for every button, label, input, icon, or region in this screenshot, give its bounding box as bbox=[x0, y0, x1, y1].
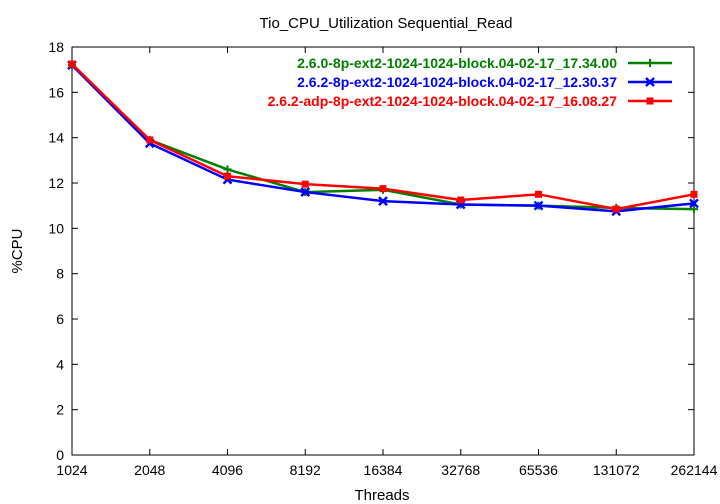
data-point bbox=[223, 165, 232, 174]
x-tick-label: 1024 bbox=[56, 462, 87, 478]
y-tick-label: 6 bbox=[56, 311, 64, 327]
x-axis-label: Threads bbox=[354, 487, 409, 504]
data-point bbox=[646, 59, 654, 67]
y-tick-label: 0 bbox=[56, 447, 64, 463]
data-point bbox=[689, 198, 699, 209]
data-point bbox=[379, 185, 387, 193]
data-point bbox=[645, 77, 655, 87]
data-point bbox=[535, 190, 542, 198]
y-tick-label: 4 bbox=[56, 356, 64, 372]
legend-label: 2.6.0-8p-ext2-1024-1024-block.04-02-17_1… bbox=[297, 55, 617, 71]
data-point bbox=[300, 187, 311, 197]
data-point bbox=[146, 136, 154, 144]
data-point bbox=[301, 180, 309, 188]
legend-label: 2.6.2-8p-ext2-1024-1024-block.04-02-17_1… bbox=[297, 74, 617, 90]
x-tick-label: 2048 bbox=[134, 462, 165, 478]
y-axis-label: %CPU bbox=[9, 228, 26, 273]
y-tick-label: 12 bbox=[48, 175, 64, 191]
chart-title: Tio_CPU_Utilization Sequential_Read bbox=[260, 15, 513, 32]
data-point bbox=[612, 205, 620, 213]
y-tick-label: 8 bbox=[56, 266, 64, 282]
data-point bbox=[457, 196, 465, 204]
x-tick-label: 262144 bbox=[671, 462, 718, 478]
data-point bbox=[533, 200, 544, 211]
x-tick-label: 16384 bbox=[364, 462, 403, 478]
x-tick-label: 65536 bbox=[519, 462, 558, 478]
x-tick-label: 32768 bbox=[441, 462, 480, 478]
x-tick-label: 131072 bbox=[593, 462, 640, 478]
data-point bbox=[646, 97, 654, 105]
y-tick-label: 14 bbox=[48, 130, 64, 146]
y-tick-label: 16 bbox=[48, 84, 64, 100]
y-tick-label: 18 bbox=[48, 39, 64, 55]
data-point bbox=[224, 172, 231, 180]
legend-label: 2.6.2-adp-8p-ext2-1024-1024-block.04-02-… bbox=[268, 93, 618, 109]
y-tick-label: 10 bbox=[48, 220, 64, 236]
y-tick-label: 2 bbox=[56, 402, 64, 418]
series-2 bbox=[68, 60, 698, 213]
data-point bbox=[690, 190, 698, 198]
data-point bbox=[68, 60, 76, 68]
x-tick-label: 8192 bbox=[290, 462, 321, 478]
data-point bbox=[690, 205, 698, 214]
data-point bbox=[378, 196, 388, 207]
x-tick-label: 4096 bbox=[212, 462, 243, 478]
